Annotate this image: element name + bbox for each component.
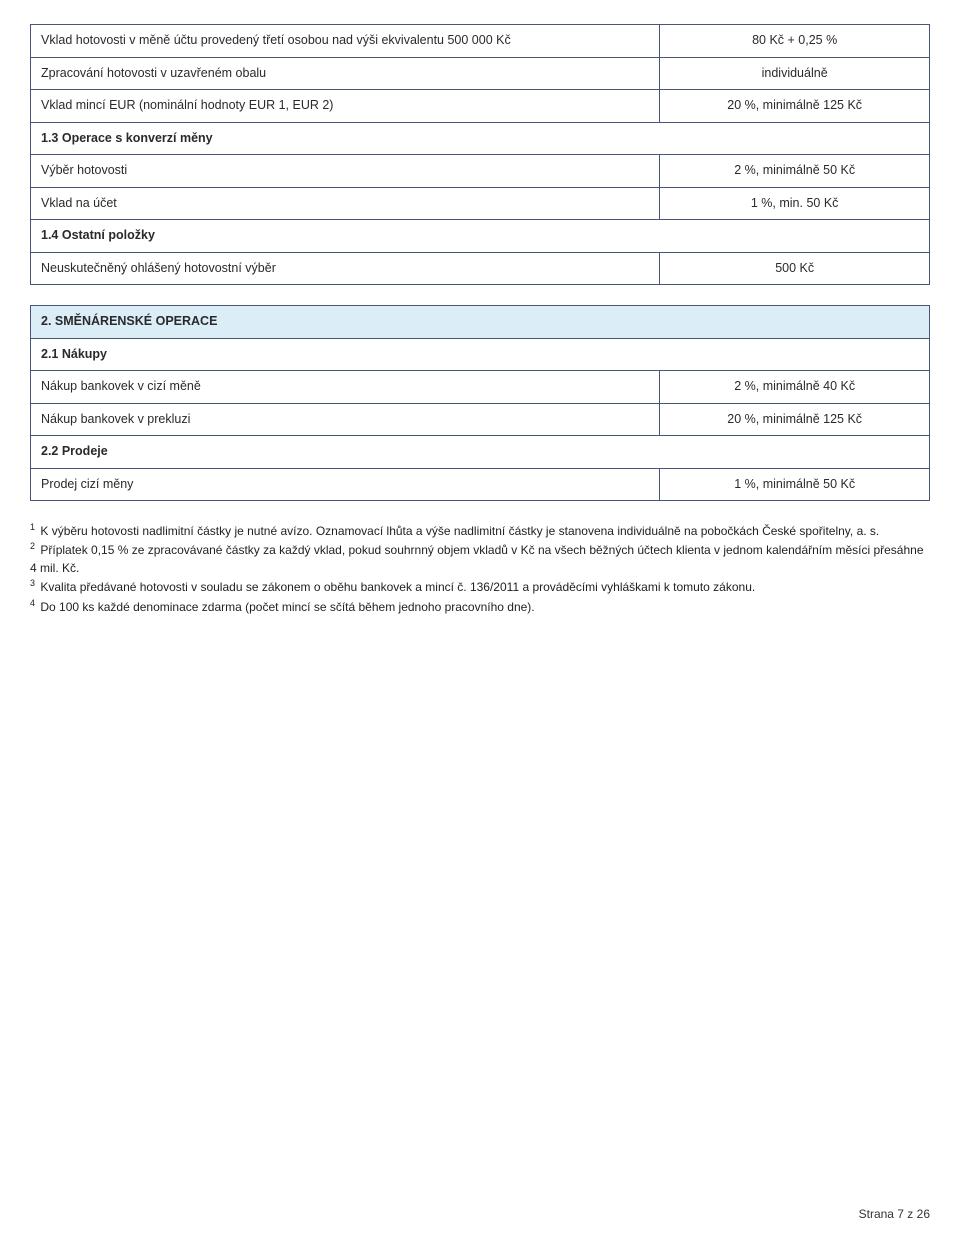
subsection-label: 1.4 Ostatní položky [31,220,930,253]
footnote-text: Příplatek 0,15 % ze zpracovávané částky … [30,543,924,574]
row-value: 2 %, minimálně 40 Kč [660,371,930,404]
section-header-label: 2. SMĚNÁRENSKÉ OPERACE [31,306,930,339]
row-value: individuálně [660,57,930,90]
subsection-row: 1.4 Ostatní položky [31,220,930,253]
row-label: Neuskutečněný ohlášený hotovostní výběr [31,252,660,285]
row-value: 20 %, minimálně 125 Kč [660,403,930,436]
row-value: 20 %, minimálně 125 Kč [660,90,930,123]
footnote-num: 2 [30,541,35,551]
footnotes: 1 K výběru hotovosti nadlimitní částky j… [30,521,930,616]
row-label: Nákup bankovek v prekluzi [31,403,660,436]
table-row: Nákup bankovek v cizí měně 2 %, minimáln… [31,371,930,404]
footnote-num: 1 [30,522,35,532]
table-row: Prodej cizí měny 1 %, minimálně 50 Kč [31,468,930,501]
section-header-row: 2. SMĚNÁRENSKÉ OPERACE [31,306,930,339]
row-label: Vklad na účet [31,187,660,220]
row-value: 2 %, minimálně 50 Kč [660,155,930,188]
subsection-label: 2.2 Prodeje [31,436,930,469]
subsection-label: 2.1 Nákupy [31,338,930,371]
footnote-num: 4 [30,598,35,608]
page-number: Strana 7 z 26 [30,1206,930,1223]
footnote-text: Kvalita předávané hotovosti v souladu se… [40,580,755,594]
footnote-text: Do 100 ks každé denominace zdarma (počet… [40,600,534,614]
subsection-label: 1.3 Operace s konverzí měny [31,122,930,155]
footnote-num: 3 [30,578,35,588]
row-value: 80 Kč + 0,25 % [660,25,930,58]
row-label: Nákup bankovek v cizí měně [31,371,660,404]
table-row: Vklad na účet 1 %, min. 50 Kč [31,187,930,220]
row-value: 1 %, min. 50 Kč [660,187,930,220]
row-value: 1 %, minimálně 50 Kč [660,468,930,501]
row-label: Vklad mincí EUR (nominální hodnoty EUR 1… [31,90,660,123]
table-row: Nákup bankovek v prekluzi 20 %, minimáln… [31,403,930,436]
table-row: Vklad mincí EUR (nominální hodnoty EUR 1… [31,90,930,123]
row-label: Zpracování hotovosti v uzavřeném obalu [31,57,660,90]
subsection-row: 2.2 Prodeje [31,436,930,469]
table-row: Vklad hotovosti v měně účtu provedený tř… [31,25,930,58]
table-row: Neuskutečněný ohlášený hotovostní výběr … [31,252,930,285]
subsection-row: 2.1 Nákupy [31,338,930,371]
row-label: Prodej cizí měny [31,468,660,501]
subsection-row: 1.3 Operace s konverzí měny [31,122,930,155]
footnote-text: K výběru hotovosti nadlimitní částky je … [40,524,879,538]
row-label: Vklad hotovosti v měně účtu provedený tř… [31,25,660,58]
table-row: Výběr hotovosti 2 %, minimálně 50 Kč [31,155,930,188]
table-row: Zpracování hotovosti v uzavřeném obalu i… [31,57,930,90]
row-value: 500 Kč [660,252,930,285]
price-table-1: Vklad hotovosti v měně účtu provedený tř… [30,24,930,285]
price-table-2: 2. SMĚNÁRENSKÉ OPERACE 2.1 Nákupy Nákup … [30,305,930,501]
row-label: Výběr hotovosti [31,155,660,188]
